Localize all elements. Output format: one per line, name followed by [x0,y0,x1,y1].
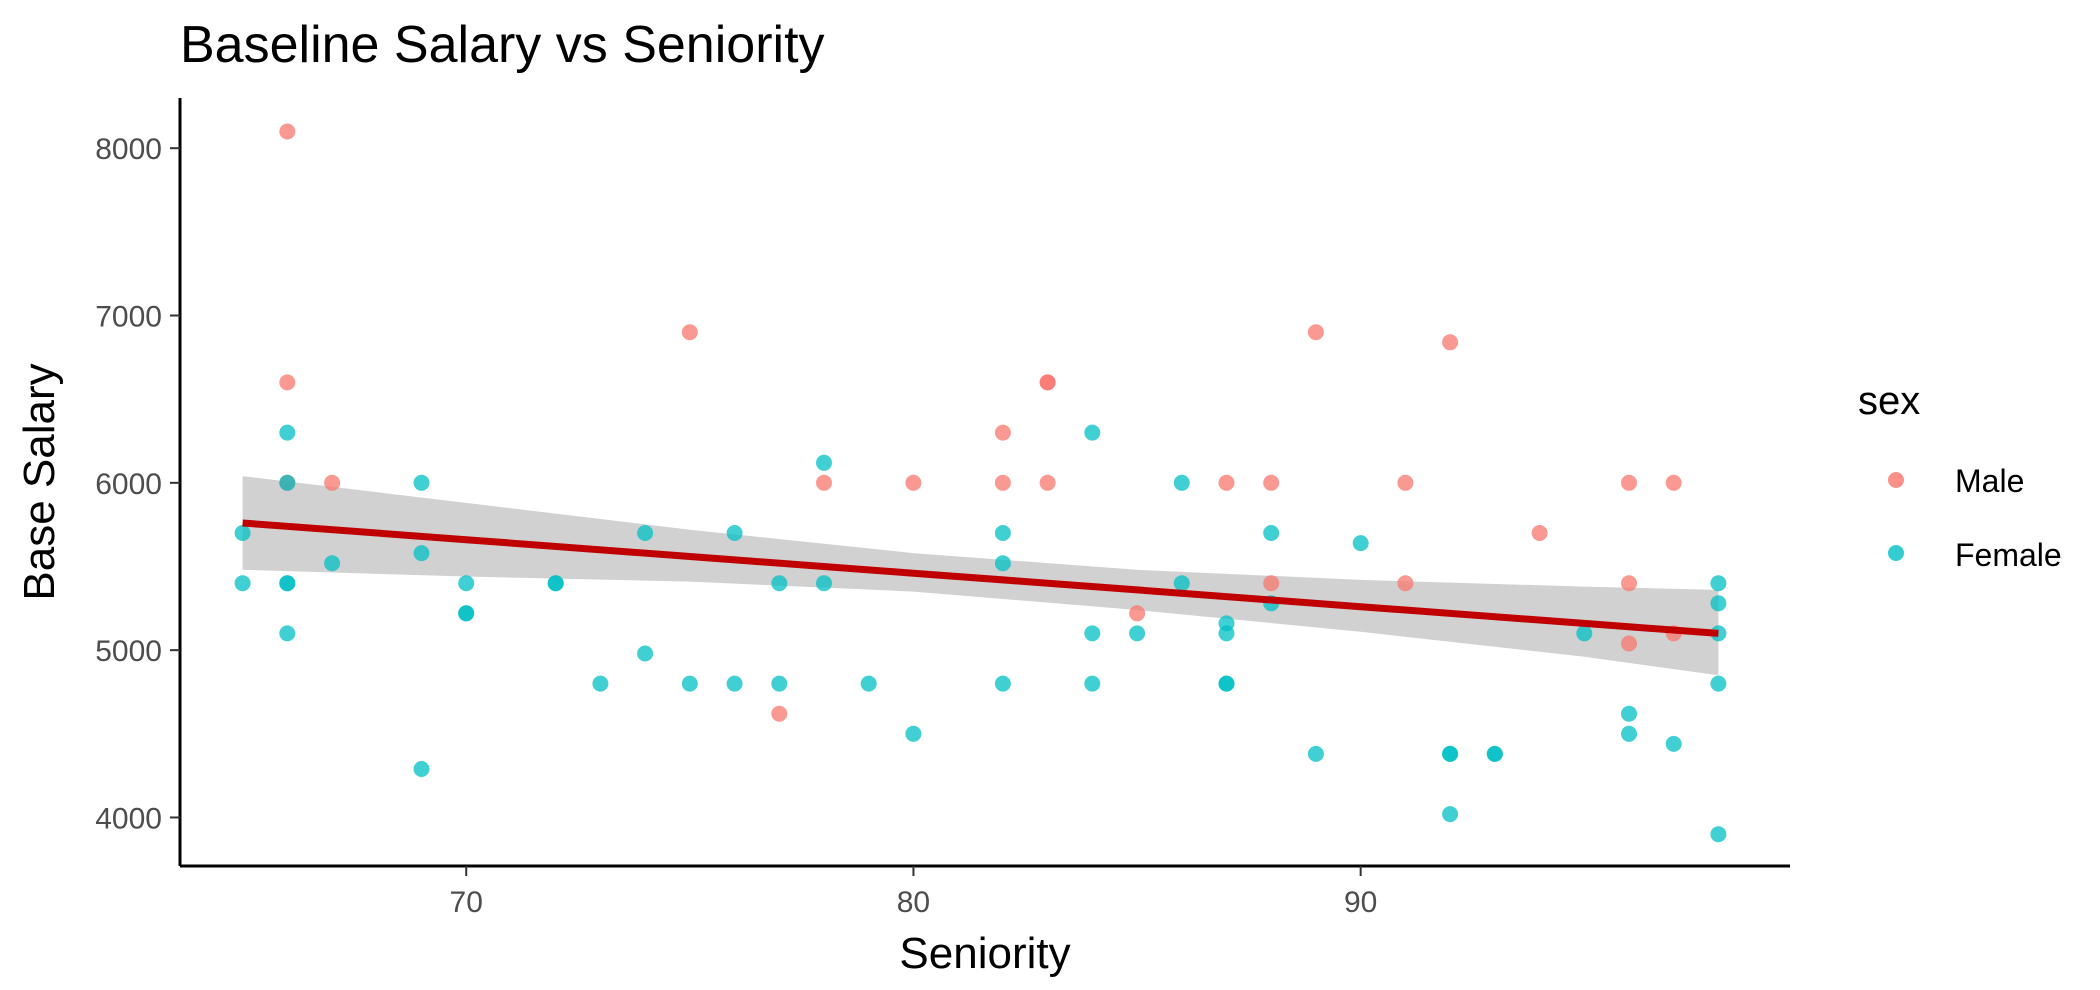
point-male [324,474,341,491]
x-tick-label: 90 [1344,886,1377,919]
point-female [1486,745,1503,762]
point-female [1621,725,1637,742]
point-female [1442,806,1459,823]
point-female [234,525,251,541]
point-female [1710,575,1727,592]
point-male [994,424,1011,441]
y-tick-label: 6000 [95,468,162,501]
legend-title: sex [1858,379,1920,423]
point-female [860,675,877,692]
point-female [458,605,475,622]
point-female [1710,826,1727,843]
point-female [234,575,251,592]
legend-label-female: Female [1955,537,2062,573]
point-male [1397,474,1414,491]
point-female [1084,625,1101,642]
point-female [279,424,296,441]
y-tick-label: 8000 [95,133,162,166]
point-female [681,675,698,692]
point-male [1307,324,1324,341]
point-female [1352,535,1369,552]
point-female [1307,745,1324,762]
point-female [726,675,743,692]
chart-title: Baseline Salary vs Seniority [180,16,825,74]
point-female [994,675,1011,692]
point-male [1665,474,1682,491]
legend-label-male: Male [1955,463,2024,499]
legend-key-female [1888,545,1904,561]
point-female [1129,625,1146,642]
point-male [905,474,922,491]
point-female [771,575,788,592]
point-male [994,474,1011,491]
x-axis-title: Seniority [899,929,1070,978]
point-male [681,324,698,341]
point-male [771,705,788,722]
point-female [1710,595,1727,612]
point-female [994,555,1011,572]
y-axis-ticks: 4000 5000 6000 7000 8000 [95,133,180,835]
point-female [771,675,788,692]
point-female [279,474,296,491]
point-female [726,525,743,541]
point-female [413,545,430,562]
point-female [816,454,832,471]
x-axis-ticks: 70 80 90 [450,866,1377,919]
x-tick-label: 70 [450,886,483,919]
point-female [1442,745,1459,762]
x-tick-label: 80 [897,886,930,919]
point-male [1621,575,1637,592]
plot-area [234,123,1727,843]
point-male [279,123,296,140]
point-female [413,474,430,491]
point-female [816,575,832,592]
y-tick-label: 5000 [95,635,162,668]
point-female [1218,675,1235,692]
y-axis-title: Base Salary [15,363,64,600]
y-tick-label: 4000 [95,802,162,835]
point-female [1173,474,1190,491]
point-female [1665,735,1682,752]
point-male [1263,474,1280,491]
point-female [1173,575,1190,592]
y-tick-label: 7000 [95,301,162,334]
point-male [279,374,296,391]
legend-key-male [1888,472,1904,488]
point-male [1039,474,1056,491]
point-male [1129,605,1146,622]
point-female [592,675,609,692]
point-male [1621,474,1637,491]
point-male [1263,575,1280,592]
point-male [1397,575,1414,592]
point-female [1218,625,1235,642]
point-male [816,474,832,491]
point-female [279,625,296,642]
point-female [413,761,430,777]
point-female [637,645,654,662]
point-female [1621,705,1637,722]
point-male [1621,635,1637,652]
point-female [324,555,341,572]
point-female [1084,424,1101,441]
point-female [547,575,564,592]
point-female [905,725,922,742]
point-male [1039,374,1056,391]
point-female [994,525,1011,541]
point-female [637,525,654,541]
point-female [1710,675,1727,692]
point-female [279,575,296,592]
point-male [1531,525,1548,541]
point-female [458,575,475,592]
legend: sex Male Female [1858,379,2062,573]
trend-line [242,519,1719,637]
point-female [1576,625,1593,642]
point-male [1218,474,1235,491]
point-female [1263,525,1280,541]
point-female [1084,675,1101,692]
point-male [1442,334,1459,351]
